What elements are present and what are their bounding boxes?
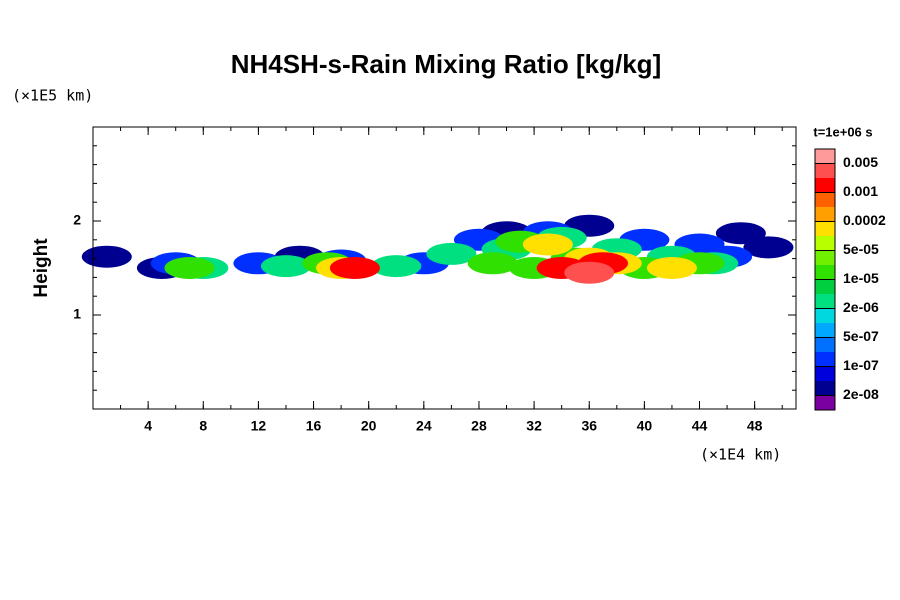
y-tick-label: 1 [73, 306, 81, 322]
colorbar-box [815, 337, 835, 352]
x-tick-label: 36 [581, 418, 597, 434]
colorbar-box [815, 163, 835, 178]
y-tick-label: 2 [73, 212, 81, 228]
colorbar-box [815, 279, 835, 294]
chart-title: NH4SH-s-Rain Mixing Ratio [kg/kg] [231, 49, 661, 79]
contour-cell [426, 242, 477, 265]
contour-cell [646, 257, 697, 279]
field [81, 214, 794, 284]
colorbar-box [815, 352, 835, 367]
colorbar-label: 1e-05 [843, 270, 879, 286]
colorbar-box [815, 149, 835, 164]
x-tick-label: 44 [692, 418, 708, 434]
colorbar-label: 1e-07 [843, 357, 879, 373]
colorbar-box [815, 250, 835, 265]
contour-cell [164, 257, 215, 279]
colorbar-label: 2e-06 [843, 299, 879, 315]
colorbar-box [815, 178, 835, 193]
colorbar-label: 0.005 [843, 154, 878, 170]
colorbar-box [815, 236, 835, 251]
x-tick-label: 48 [747, 418, 763, 434]
colorbar-label: 2e-08 [843, 386, 879, 402]
x-tick-label: 40 [637, 418, 653, 434]
contour-cell [81, 245, 132, 268]
colorbar-box [815, 323, 835, 338]
colorbar-label: 0.001 [843, 183, 878, 199]
x-tick-label: 16 [306, 418, 322, 434]
colorbar-label: 5e-07 [843, 328, 879, 344]
x-tick-label: 24 [416, 418, 432, 434]
contour-cell [564, 261, 615, 284]
colorbar-box [815, 207, 835, 222]
contour-cell [467, 252, 518, 275]
colorbar-box [815, 366, 835, 381]
x-tick-label: 12 [251, 418, 267, 434]
x-tick-label: 32 [526, 418, 542, 434]
plot-frame [92, 126, 797, 410]
x-unit: (×1E4 km) [700, 446, 781, 464]
colorbar-box [815, 192, 835, 207]
colorbar-label: 5e-05 [843, 241, 879, 257]
contour-cell [260, 255, 311, 278]
x-tick-label: 28 [471, 418, 487, 434]
colorbar-label: 0.0002 [843, 212, 886, 228]
contour-cell [329, 257, 380, 279]
contour-cell [715, 222, 766, 245]
contour-cell [371, 255, 422, 278]
time-label: t=1e+06 s [813, 124, 872, 139]
colorbar-box [815, 265, 835, 280]
contour-cell [522, 233, 573, 256]
x-tick-label: 4 [144, 418, 152, 434]
colorbar-box [815, 395, 835, 410]
colorbar-box [815, 221, 835, 236]
x-tick-label: 8 [199, 418, 207, 434]
colorbar-box [815, 308, 835, 323]
y-unit: (×1E5 km) [12, 87, 93, 105]
x-tick-label: 20 [361, 418, 377, 434]
y-axis-label: Height [31, 238, 52, 298]
colorbar-box [815, 294, 835, 309]
colorbar-box [815, 381, 835, 396]
